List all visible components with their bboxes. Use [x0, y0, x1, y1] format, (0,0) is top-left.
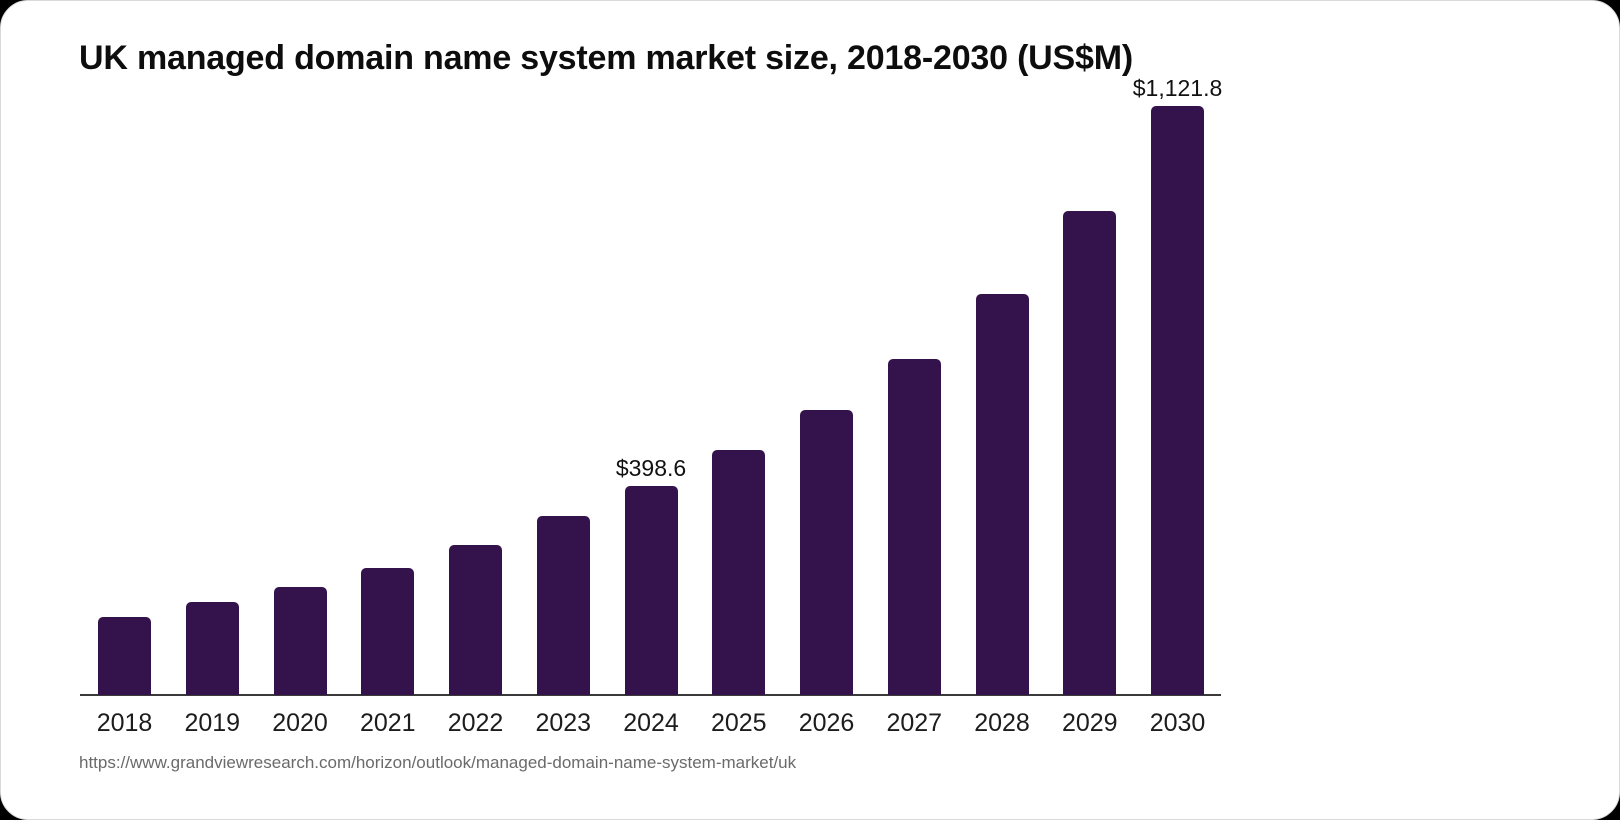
x-tick-2019: 2019 — [184, 709, 241, 737]
x-tick-2026: 2026 — [798, 709, 855, 737]
x-tick-2020: 2020 — [272, 709, 328, 737]
x-tick-2029: 2029 — [1061, 709, 1118, 737]
x-tick-2024: 2024 — [623, 709, 679, 737]
x-tick-2025: 2025 — [710, 709, 767, 737]
chart-title: UK managed domain name system market siz… — [79, 39, 1133, 77]
bar-2030 — [1151, 106, 1204, 695]
x-tick-2023: 2023 — [535, 709, 592, 737]
bar-2026 — [800, 410, 853, 695]
x-tick-2022: 2022 — [447, 709, 504, 737]
x-tick-2021: 2021 — [359, 709, 416, 737]
bar-2021 — [361, 568, 415, 695]
x-tick-2018: 2018 — [96, 709, 153, 737]
bar-2020 — [273, 587, 327, 695]
bar-2028 — [975, 293, 1029, 695]
bar-2022 — [449, 544, 502, 695]
value-label-2024: $398.6 — [615, 454, 687, 481]
x-tick-2027: 2027 — [886, 709, 943, 737]
bar-2024 — [624, 485, 678, 695]
x-axis-line — [80, 694, 1221, 696]
value-label-2030: $1,121.8 — [1132, 75, 1223, 101]
bar-2025 — [712, 450, 766, 695]
bar-2023 — [536, 515, 590, 695]
bar-2018 — [98, 616, 151, 695]
x-tick-2028: 2028 — [974, 709, 1030, 737]
source-url: https://www.grandviewresearch.com/horizo… — [79, 753, 797, 772]
bar-2027 — [887, 358, 941, 695]
bar-2019 — [185, 602, 239, 695]
bar-2029 — [1063, 211, 1117, 695]
x-tick-2030: 2030 — [1149, 709, 1206, 737]
